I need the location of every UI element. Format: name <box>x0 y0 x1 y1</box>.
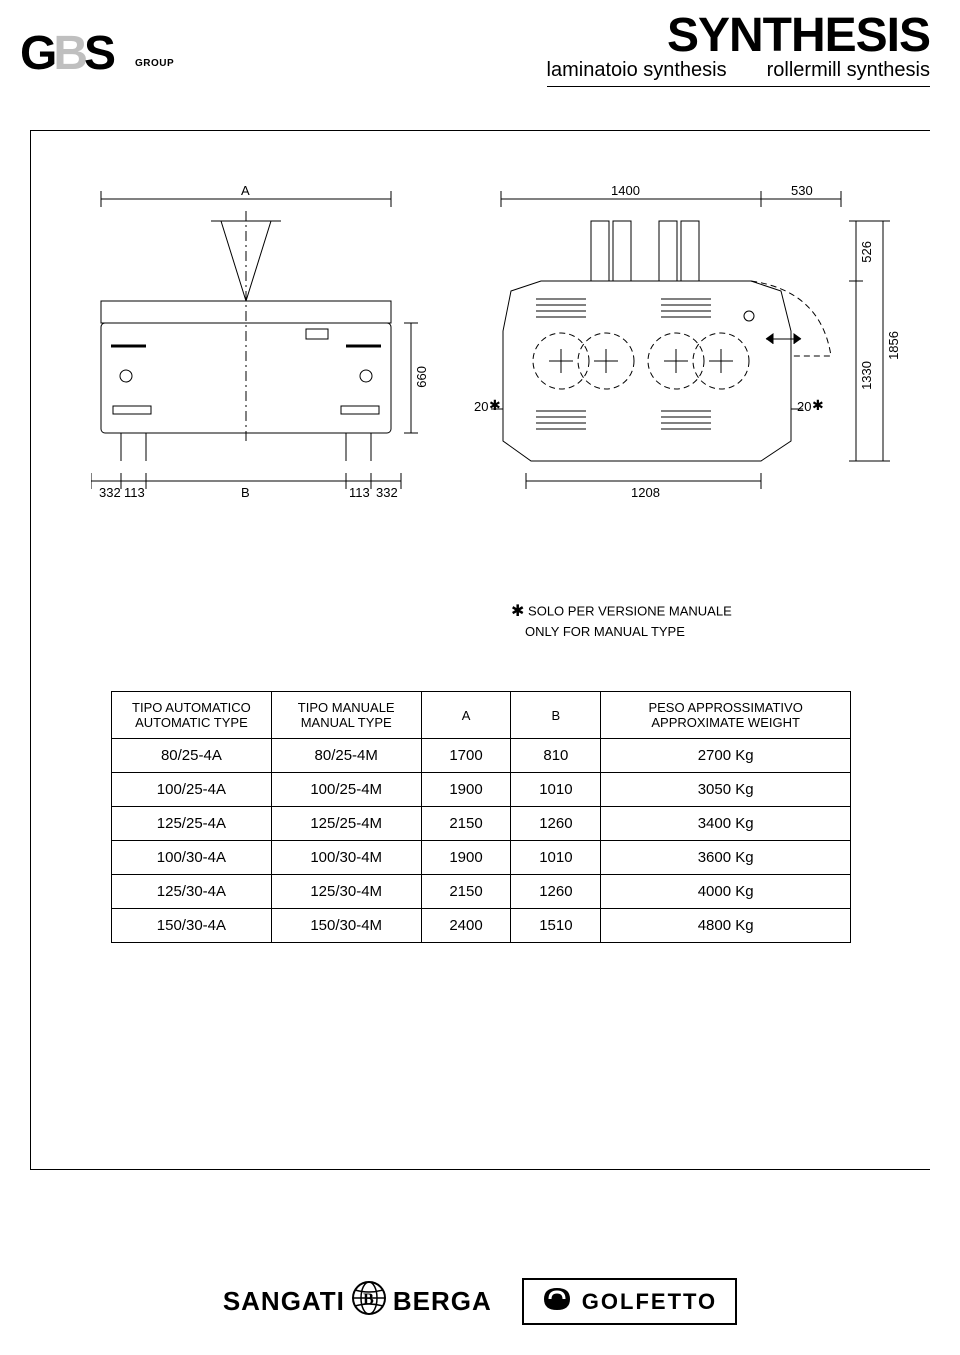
dim-ast-left-num: 20 <box>474 399 488 414</box>
cell: 1700 <box>421 739 511 773</box>
cell: 1010 <box>511 773 601 807</box>
cell: 3050 Kg <box>601 773 851 807</box>
dim-front-b3: B <box>241 485 250 500</box>
table-row: 100/25-4A100/25-4M190010103050 Kg <box>112 773 851 807</box>
dim-ast-right-num: 20 <box>797 399 811 414</box>
cell: 810 <box>511 739 601 773</box>
dim-side-top1: 1400 <box>611 183 640 198</box>
technical-diagram: A 332 113 B 113 332 660 1400 530 526 133… <box>91 181 901 581</box>
dim-front-top: A <box>241 183 250 198</box>
col-header-manual: TIPO MANUALE MANUAL TYPE <box>271 692 421 739</box>
dim-ast-left-sym: ✱ <box>489 397 501 414</box>
cell: 2400 <box>421 909 511 943</box>
cell: 125/30-4A <box>112 875 272 909</box>
sangati-berga-logo: SANGATI B BERGA <box>223 1280 492 1323</box>
dim-side-bottom: 1208 <box>631 485 660 500</box>
cell: 3600 Kg <box>601 841 851 875</box>
cell: 2150 <box>421 807 511 841</box>
col-header-auto: TIPO AUTOMATICO AUTOMATIC TYPE <box>112 692 272 739</box>
dim-side-r1: 526 <box>859 241 874 263</box>
cell: 1010 <box>511 841 601 875</box>
dim-front-right: 660 <box>414 366 429 388</box>
dim-ast-right-sym: ✱ <box>812 397 824 414</box>
cell: 150/30-4M <box>271 909 421 943</box>
sangati-text-left: SANGATI <box>223 1286 345 1317</box>
cell: 2700 Kg <box>601 739 851 773</box>
subtitle-row: laminatoio synthesis rollermill synthesi… <box>547 59 930 87</box>
dim-front-b1: 332 <box>99 485 121 500</box>
cell: 125/30-4M <box>271 875 421 909</box>
gbs-logo: GBS <box>20 30 112 78</box>
diagram-svg <box>91 181 901 581</box>
col-header-weight: PESO APPROSSIMATIVO APPROXIMATE WEIGHT <box>601 692 851 739</box>
table-row: 150/30-4A150/30-4M240015104800 Kg <box>112 909 851 943</box>
logo-letter-b: B <box>53 27 84 80</box>
cell: 100/25-4A <box>112 773 272 807</box>
cell: 1900 <box>421 773 511 807</box>
table-row: 80/25-4A80/25-4M17008102700 Kg <box>112 739 851 773</box>
logo-letter-g: G <box>20 27 53 80</box>
drawing-frame: A 332 113 B 113 332 660 1400 530 526 133… <box>30 130 930 1170</box>
table-body: 80/25-4A80/25-4M17008102700 Kg 100/25-4A… <box>112 739 851 943</box>
cell: 1900 <box>421 841 511 875</box>
table-row: 125/25-4A125/25-4M215012603400 Kg <box>112 807 851 841</box>
golfetto-mark-icon <box>542 1286 572 1317</box>
cell: 1510 <box>511 909 601 943</box>
golfetto-text: GOLFETTO <box>582 1289 717 1315</box>
page-header: GBS GROUP SYNTHESIS laminatoio synthesis… <box>0 0 960 100</box>
logo-group-label: GROUP <box>135 58 174 69</box>
page-title: SYNTHESIS <box>547 8 930 63</box>
cell: 4000 Kg <box>601 875 851 909</box>
table-header-row: TIPO AUTOMATICO AUTOMATIC TYPE TIPO MANU… <box>112 692 851 739</box>
cell: 150/30-4A <box>112 909 272 943</box>
cell: 80/25-4A <box>112 739 272 773</box>
hdr2b: MANUAL TYPE <box>278 715 415 730</box>
cell: 100/25-4M <box>271 773 421 807</box>
table-row: 125/30-4A125/30-4M215012604000 Kg <box>112 875 851 909</box>
cell: 1260 <box>511 875 601 909</box>
golfetto-logo: GOLFETTO <box>522 1278 737 1325</box>
cell: 100/30-4A <box>112 841 272 875</box>
title-block: SYNTHESIS laminatoio synthesis rollermil… <box>547 8 930 87</box>
hdr5b: APPROXIMATE WEIGHT <box>607 715 844 730</box>
hdr1a: TIPO AUTOMATICO <box>118 700 265 715</box>
logo-letter-s: S <box>84 27 112 80</box>
col-header-b: B <box>511 692 601 739</box>
note-line2: ONLY FOR MANUAL TYPE <box>525 623 685 641</box>
subtitle-right: rollermill synthesis <box>767 59 930 82</box>
dim-side-r3: 1856 <box>886 331 901 360</box>
cell: 4800 Kg <box>601 909 851 943</box>
globe-icon: B <box>351 1280 387 1323</box>
table-row: 100/30-4A100/30-4M190010103600 Kg <box>112 841 851 875</box>
cell: 80/25-4M <box>271 739 421 773</box>
page-footer: SANGATI B BERGA GOLFETTO <box>0 1278 960 1325</box>
cell: 100/30-4M <box>271 841 421 875</box>
hdr1b: AUTOMATIC TYPE <box>118 715 265 730</box>
cell: 125/25-4M <box>271 807 421 841</box>
subtitle-left: laminatoio synthesis <box>547 59 727 82</box>
note-asterisk-icon: ✱ <box>511 603 524 620</box>
cell: 2150 <box>421 875 511 909</box>
dim-front-b2: 113 <box>124 485 145 500</box>
hdr2a: TIPO MANUALE <box>278 700 415 715</box>
cell: 3400 Kg <box>601 807 851 841</box>
sangati-text-right: BERGA <box>393 1286 492 1317</box>
note-line1: SOLO PER VERSIONE MANUALE <box>528 604 732 619</box>
svg-text:B: B <box>363 1291 375 1308</box>
manual-note: ✱ SOLO PER VERSIONE MANUALE ONLY FOR MAN… <box>511 601 732 642</box>
cell: 1260 <box>511 807 601 841</box>
dim-front-b5: 332 <box>376 485 398 500</box>
dim-front-b4: 113 <box>349 485 370 500</box>
spec-table: TIPO AUTOMATICO AUTOMATIC TYPE TIPO MANU… <box>111 691 851 943</box>
dim-side-r2: 1330 <box>859 361 874 390</box>
dim-side-top2: 530 <box>791 183 813 198</box>
hdr5a: PESO APPROSSIMATIVO <box>607 700 844 715</box>
col-header-a: A <box>421 692 511 739</box>
cell: 125/25-4A <box>112 807 272 841</box>
